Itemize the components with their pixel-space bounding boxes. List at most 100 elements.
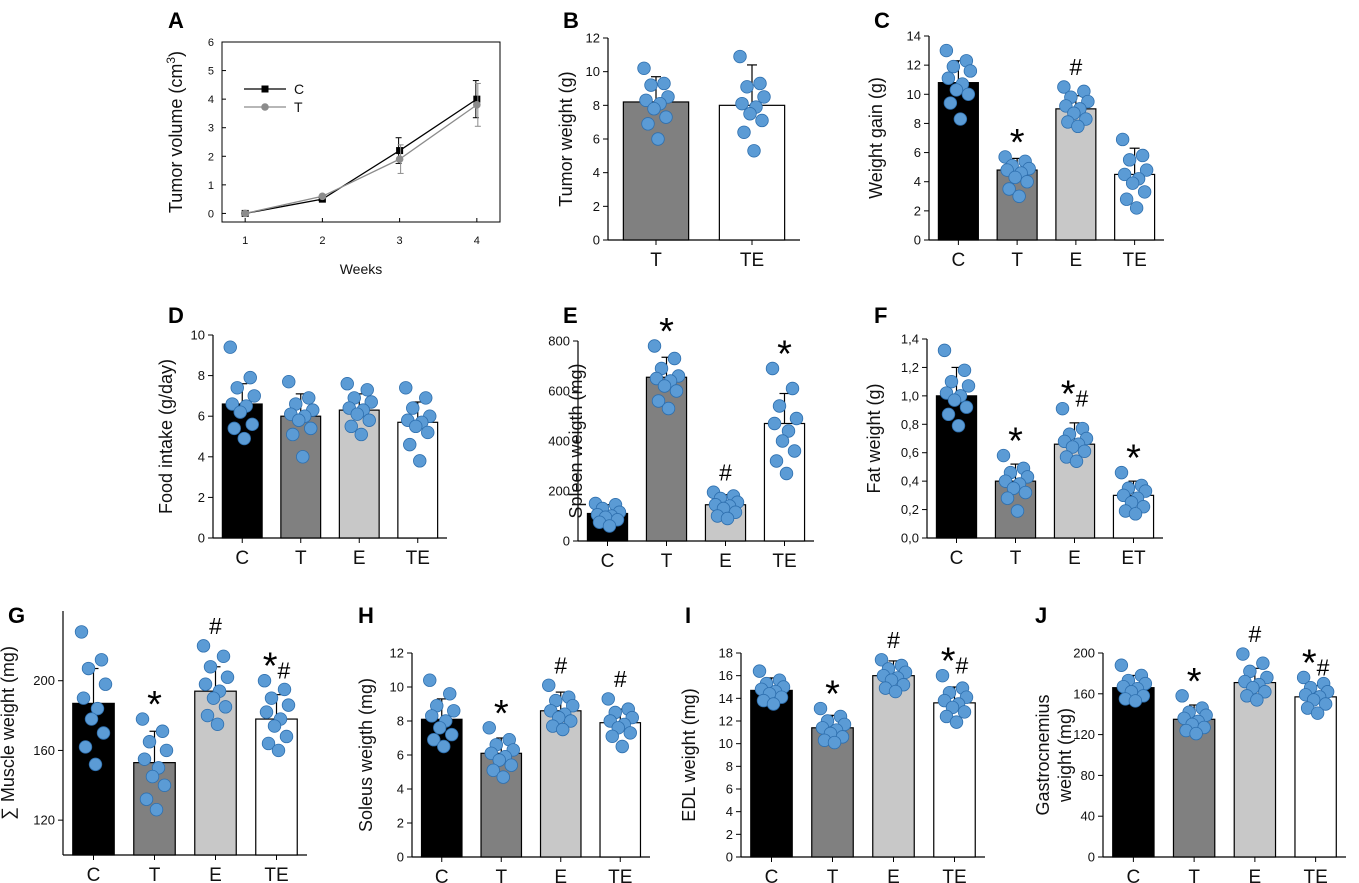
- data-point: [998, 150, 1012, 164]
- bar-group-C: C: [1112, 658, 1155, 883]
- data-point: [443, 687, 457, 701]
- data-point: [419, 391, 433, 405]
- data-point: [423, 673, 437, 687]
- y-tick-label: 0: [914, 233, 921, 248]
- data-point: [354, 427, 368, 442]
- data-point: [227, 421, 241, 436]
- data-point: [755, 113, 769, 128]
- data-point: [84, 712, 99, 726]
- data-point: [602, 519, 617, 533]
- data-point: [935, 668, 950, 683]
- bar-group-E: E *#: [1053, 374, 1096, 569]
- data-point: [941, 71, 956, 85]
- x-tick-label: C: [435, 867, 449, 883]
- data-point: [399, 381, 413, 395]
- data-point: [941, 407, 956, 422]
- y-tick-label: 0,4: [901, 474, 919, 489]
- data-point: [747, 144, 761, 158]
- data-point: [496, 770, 510, 784]
- y-tick-label: 0,0: [901, 531, 919, 546]
- significance-mark: *: [1187, 661, 1202, 703]
- data-point: [647, 101, 661, 116]
- data-point: [1114, 658, 1129, 672]
- bar-group-C: C: [221, 340, 263, 569]
- x-tick-label: ET: [1121, 548, 1146, 569]
- data-point: [233, 405, 247, 419]
- y-axis-title: Gastrocnemius: [1033, 694, 1053, 815]
- bar-group-TE: TE: [718, 49, 786, 271]
- data-point: [657, 76, 671, 91]
- y-axis-title: Tumor weight (g): [556, 71, 576, 206]
- y-tick-label: 600: [548, 384, 570, 399]
- panel-j: J 0 40 80 120 160 200 Gastrocnemius weight (mg) C…: [1033, 603, 1346, 883]
- data-point: [218, 700, 233, 714]
- data-point: [492, 753, 506, 767]
- series-T: [241, 82, 481, 218]
- bar: [1172, 718, 1216, 858]
- x-tick-label: T: [661, 551, 673, 572]
- y-tick-label: 6: [208, 37, 214, 49]
- bar-group-E: E#: [539, 652, 582, 883]
- bar: [1112, 687, 1155, 858]
- data-point: [566, 699, 580, 713]
- bar-group-T: T*: [994, 421, 1037, 569]
- data-point: [90, 701, 105, 716]
- data-point: [1000, 491, 1015, 505]
- panel-label: F: [874, 303, 887, 328]
- data-point: [196, 639, 211, 653]
- data-point: [340, 377, 354, 391]
- data-point: [601, 692, 615, 706]
- data-point: [961, 379, 976, 393]
- data-point: [1250, 693, 1264, 707]
- data-point: [210, 717, 225, 731]
- x-tick-label: C: [950, 548, 964, 569]
- y-tick-label: 2: [198, 490, 205, 505]
- data-point: [740, 80, 754, 94]
- data-point: [220, 670, 235, 684]
- y-tick-label: 1,4: [901, 332, 919, 347]
- data-point: [1010, 504, 1025, 518]
- y-tick-label: 10: [390, 680, 404, 695]
- data-point: [996, 448, 1011, 463]
- data-point: [667, 351, 682, 366]
- y-tick-label: 4: [593, 165, 600, 180]
- bar-group-TE: TE *#: [255, 646, 298, 883]
- data-point: [504, 758, 518, 772]
- x-tick-label: TE: [608, 867, 632, 883]
- x-tick-label: TE: [406, 548, 430, 569]
- y-tick-label: 14: [907, 29, 921, 44]
- data-point: [292, 413, 306, 427]
- y-tick-label: 4: [397, 782, 404, 797]
- data-point: [651, 394, 666, 408]
- data-point: [406, 401, 420, 415]
- data-point: [149, 802, 164, 817]
- bar-group-E: E#: [1055, 54, 1097, 271]
- data-point: [145, 769, 160, 784]
- data-point: [637, 61, 651, 76]
- data-point: [564, 714, 578, 728]
- data-point: [155, 724, 170, 738]
- bar-group-C: C: [937, 43, 979, 271]
- x-tick-label: TE: [942, 867, 966, 883]
- data-point: [939, 43, 954, 58]
- y-axis-title: EDL weight (mg): [679, 688, 699, 821]
- x-axis-title: Weeks: [340, 261, 383, 277]
- y-tick-label: 8: [726, 759, 733, 774]
- significance-mark: #: [209, 613, 222, 639]
- bar-group-TE: TE: [397, 381, 439, 569]
- significance-mark: #: [614, 666, 627, 692]
- bar-group-T: T: [280, 374, 322, 569]
- data-point: [76, 691, 91, 705]
- panel-f: F 0,0 0,2 0,4 0,6 0,8 1,0 1,2 1,4 Fat weight (g) C…: [864, 303, 1163, 569]
- bar: [1294, 696, 1337, 858]
- data-point: [785, 381, 800, 396]
- significance-mark: *#: [1061, 374, 1089, 416]
- significance-mark: *: [659, 311, 674, 353]
- data-point: [1125, 176, 1140, 190]
- data-point: [257, 674, 272, 688]
- data-point: [1008, 170, 1022, 185]
- data-point: [963, 64, 978, 78]
- data-point: [282, 374, 296, 389]
